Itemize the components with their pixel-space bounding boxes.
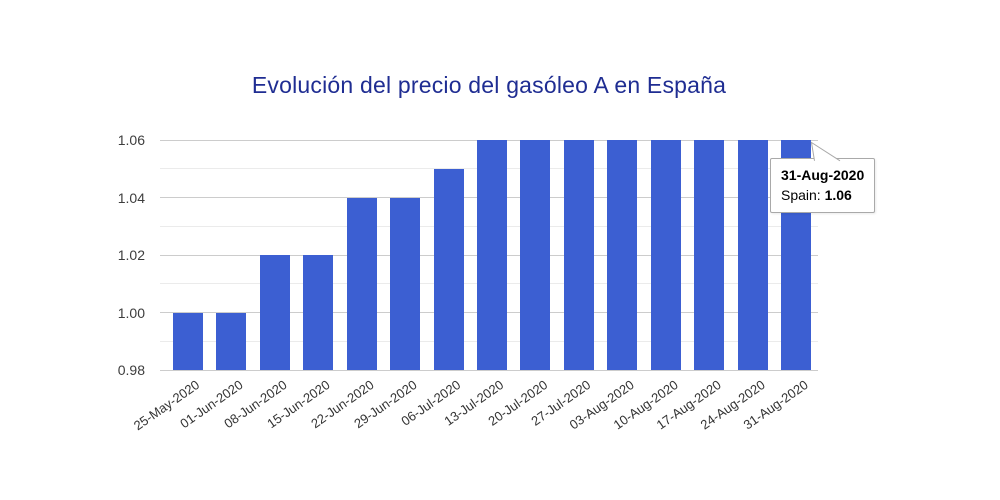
- tooltip-value: 1.06: [824, 187, 852, 203]
- y-axis-label: 1.06: [117, 132, 145, 148]
- tooltip-date: 31-Aug-2020: [781, 167, 865, 183]
- bar[interactable]: [477, 140, 507, 370]
- tooltip-value-line: Spain: 1.06: [781, 185, 864, 205]
- bar[interactable]: [520, 140, 551, 370]
- bar[interactable]: [563, 140, 594, 370]
- tooltip: 31-Aug-2020 Spain: 1.06: [770, 158, 876, 213]
- major-gridline: [160, 369, 818, 371]
- bar[interactable]: [216, 312, 247, 370]
- y-axis-label: 1.04: [117, 189, 145, 206]
- chart-title: Evolución del precio del gasóleo A en Es…: [251, 72, 727, 98]
- tooltip-series-label: Spain:: [781, 187, 821, 203]
- bar[interactable]: [390, 197, 421, 370]
- bar[interactable]: [607, 140, 638, 370]
- bar[interactable]: [172, 312, 203, 370]
- bar[interactable]: [303, 255, 334, 370]
- bar[interactable]: [433, 168, 464, 370]
- bar[interactable]: [737, 140, 768, 370]
- y-axis-label: 1.00: [117, 304, 145, 321]
- bar[interactable]: [694, 140, 725, 370]
- y-axis-label: 1.02: [117, 247, 145, 263]
- bar[interactable]: [259, 255, 290, 370]
- bar[interactable]: [650, 140, 681, 370]
- y-axis-label: 0.98: [117, 362, 145, 378]
- bar[interactable]: [346, 197, 377, 370]
